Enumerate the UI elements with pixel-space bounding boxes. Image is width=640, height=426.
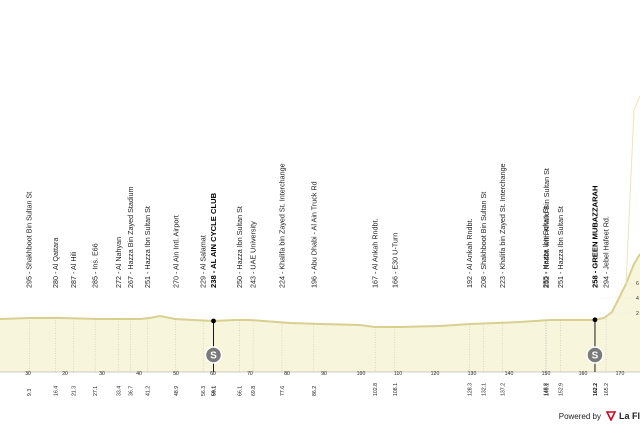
waypoint-label: 223 - Khalifa bin Zayed St. Interchange: [498, 163, 507, 288]
waypoint-km: 128.3: [468, 383, 474, 396]
waypoint-label: 258 - GREEN MUBAZZARAH: [590, 185, 599, 288]
waypoint-km: 59.1: [212, 386, 218, 396]
waypoint-marker: [592, 317, 598, 323]
axis-tick-label: 70: [247, 371, 253, 377]
sprint-badge-letter: S: [210, 351, 217, 362]
sprint-badge-icon: S: [586, 346, 604, 364]
axis-tick-label: 60: [210, 371, 216, 377]
elevation-tick-label: 4: [636, 296, 639, 302]
axis-tick-label: 20: [62, 371, 68, 377]
climb-outline: [625, 95, 640, 285]
powered-by-text: Powered by: [558, 411, 601, 421]
waypoint-label: 229 - Al Salamat: [199, 235, 208, 288]
waypoint-km: 33.4: [116, 386, 122, 396]
axis-tick-label: 160: [579, 371, 588, 377]
waypoint-label: 270 - Al Ain Intl. Airport: [171, 215, 180, 288]
waypoint-km: 148.8: [543, 383, 549, 396]
waypoint-label: 238 - AL AIN CYCLE CLUB: [209, 192, 218, 288]
waypoint-km: 77.6: [280, 386, 286, 396]
waypoint-label: 272 - Al Nahyan: [114, 237, 123, 288]
axis-tick-label: 30: [25, 371, 31, 377]
waypoint-label: 252 - Rndbt. with Khalid Bin Sultan St: [542, 168, 551, 288]
waypoint-km: 41.2: [145, 386, 151, 396]
axis-tick-label: 80: [284, 371, 290, 377]
la-flamme-logo-icon: [605, 411, 616, 421]
waypoint-label: 167 - Al Ankah Rndbt.: [371, 218, 380, 288]
waypoint-km: 21.3: [72, 386, 78, 396]
axis-tick-label: 50: [173, 371, 179, 377]
waypoint-km: 36.7: [129, 386, 135, 396]
waypoint-label: 285 - Ins. E66: [91, 243, 100, 288]
axis-tick-label: 170: [616, 371, 625, 377]
waypoint-km: 152.9: [559, 383, 565, 396]
waypoint-label: 192 - Al Ankah Rndbt.: [465, 218, 474, 288]
waypoint-label: 166 - E30 U-Turn: [390, 233, 399, 288]
waypoint-km: 165.2: [604, 383, 610, 396]
waypoint-km: 149.1: [545, 383, 551, 396]
waypoint-label: 208 - Shakhboot Bin Sultan St: [479, 192, 488, 288]
waypoint-km: 69.8: [251, 386, 257, 396]
axis-tick-label: 90: [321, 371, 327, 377]
waypoint-km: 56.3: [201, 386, 207, 396]
waypoint-km: 137.2: [500, 383, 506, 396]
waypoint-label: 287 - Al Hili: [69, 251, 78, 288]
axis-tick-label: 100: [357, 371, 366, 377]
waypoint-label: 251 - Hazza Ibn Sultan St: [556, 206, 565, 288]
elevation-tick-label: 2: [636, 311, 639, 317]
waypoint-km: 86.2: [312, 386, 318, 396]
waypoint-label: 294 - Jebel Hafeet Rd.: [602, 216, 611, 288]
waypoint-label: 224 - Khalifa bin Zayed St. Interchange: [277, 163, 286, 288]
footer: Powered by La Fl: [559, 409, 640, 423]
axis-tick-label: 110: [394, 371, 402, 377]
waypoint-label: 295 - Shakhboot Bin Sultan St: [25, 192, 34, 288]
waypoint-km: 162.2: [593, 383, 599, 396]
elevation-line: [0, 253, 640, 328]
sprint-badge-letter: S: [592, 351, 599, 362]
axis-tick-label: 30: [99, 371, 105, 377]
waypoint-label: 243 - UAE University: [249, 221, 258, 288]
elevation-area: [0, 254, 640, 372]
waypoint-label: 251 - Hazza Ibn Sultan St: [143, 206, 152, 288]
waypoint-km: 108.1: [393, 383, 399, 396]
waypoint-labels: 295 - Shakhboot Bin Sultan St 9.3 280 - Al…: [25, 163, 611, 396]
waypoint-km: 27.1: [93, 386, 99, 396]
elevation-tick-label: 6: [636, 281, 639, 287]
waypoint-km: 9.3: [27, 389, 33, 396]
waypoint-km: 132.1: [482, 383, 488, 396]
axis-tick-label: 150: [542, 371, 551, 377]
km-axis: 30 20 30 40 50 60 70 80 90 100 110 120 130 140 150 160 1…: [25, 371, 624, 377]
waypoint-label: 250 - Hazza Ibn Sultan St: [235, 206, 244, 288]
axis-tick-label: 140: [505, 371, 514, 377]
axis-tick-label: 40: [136, 371, 142, 377]
axis-tick-label: 130: [468, 371, 477, 377]
waypoint-label: 255 - Hazza Ibn Sultan St: [541, 206, 550, 288]
axis-tick-label: 120: [431, 371, 440, 377]
waypoint-marker: [211, 318, 216, 324]
sprint-badge-icon: S: [204, 346, 223, 364]
waypoint-km: 48.9: [174, 386, 180, 396]
brand-name: La Fl: [618, 411, 640, 421]
profile-fill-layer: [0, 95, 640, 373]
waypoint-label: 280 - Al Qattara: [51, 238, 60, 288]
waypoint-km: 66.1: [237, 386, 243, 396]
waypoint-label: 267 - Hazza Bin Zayed Stadium: [126, 187, 135, 288]
waypoint-km: 102.8: [373, 383, 379, 396]
profile-grid: 6 4 2: [600, 281, 640, 317]
waypoint-label: 196 - Abu Dhabi - Al Ain Truck Rd: [309, 181, 318, 288]
waypoint-km: 16.4: [54, 386, 60, 396]
